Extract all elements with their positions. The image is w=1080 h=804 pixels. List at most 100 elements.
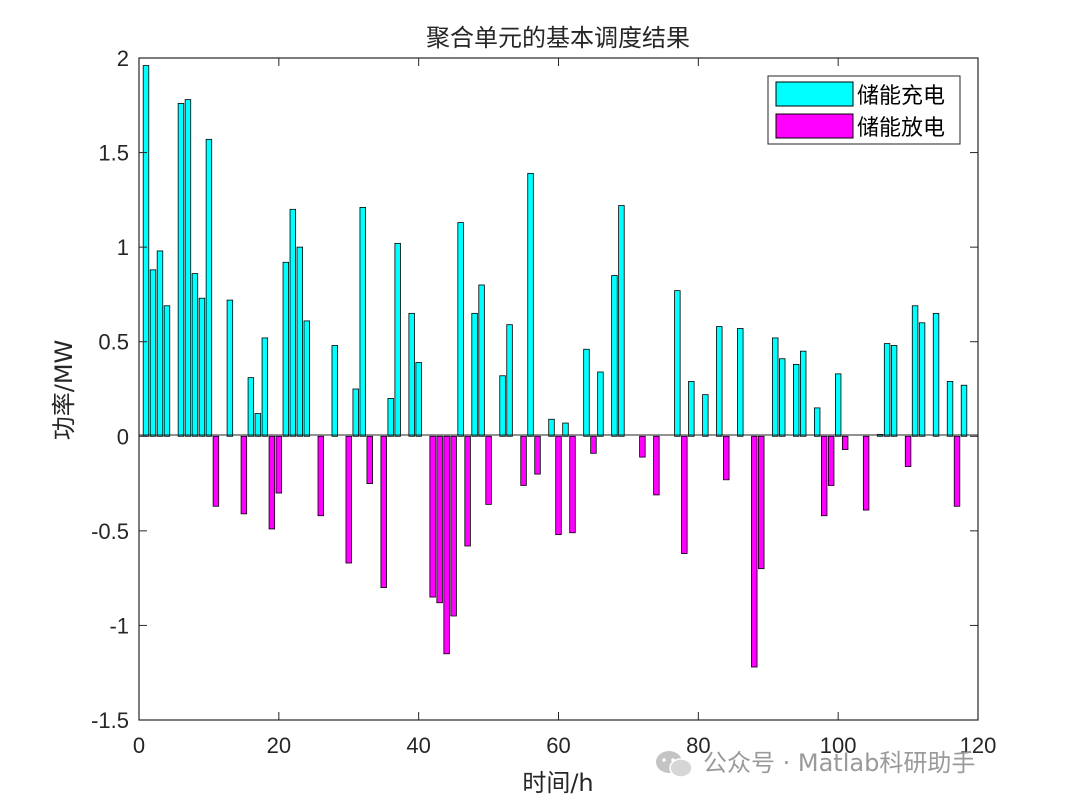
- charge-bar: [737, 328, 744, 437]
- charge-bar: [960, 384, 968, 437]
- discharge-bar: [443, 435, 450, 655]
- legend: 储能充电 储能放电: [767, 75, 961, 145]
- watermark-text: 公众号 · Matlab科研助手: [703, 749, 975, 777]
- y-tick-label: 0: [117, 424, 129, 449]
- discharge-bar: [450, 435, 457, 617]
- y-tick-label: 1: [117, 235, 129, 260]
- discharge-bar: [345, 435, 352, 564]
- charge-bar: [282, 261, 290, 437]
- charge-bar: [415, 362, 422, 437]
- discharge-bar: [653, 435, 660, 496]
- charge-bar: [408, 312, 415, 437]
- charge-bar: [247, 377, 255, 437]
- x-tick-label: 120: [960, 733, 997, 758]
- discharge-bar: [485, 435, 492, 505]
- discharge-bar: [429, 435, 436, 598]
- charge-bar: [890, 345, 898, 437]
- charge-bar: [303, 320, 310, 437]
- discharge-bar: [436, 435, 443, 604]
- discharge-bar: [681, 435, 688, 554]
- charge-bar: [611, 275, 618, 437]
- x-tick-label: 0: [133, 733, 145, 758]
- discharge-bar: [904, 435, 912, 467]
- charge-bar: [163, 305, 171, 437]
- charge-bar: [198, 297, 206, 437]
- chart-title: 聚合单元的基本调度结果: [426, 24, 690, 52]
- x-axis: 0 20 40 60 80 100 120: [133, 58, 996, 758]
- charge-bar: [177, 102, 185, 437]
- legend-label-discharge: 储能放电: [857, 116, 945, 141]
- x-tick-label: 40: [406, 733, 430, 758]
- charge-bar: [702, 394, 709, 437]
- discharge-bar: [841, 435, 849, 450]
- discharge-bar: [639, 435, 646, 458]
- x-tick-label: 80: [686, 733, 710, 758]
- y-axis: 2 1.5 1 0.5 0 -0.5 -1 -1.5: [91, 46, 978, 733]
- charge-bar: [716, 326, 723, 437]
- legend-swatch-discharge: [775, 113, 854, 139]
- charge-bar: [394, 242, 401, 437]
- x-tick-label: 20: [267, 733, 291, 758]
- discharge-bar: [862, 435, 870, 511]
- charge-bar: [359, 207, 366, 437]
- discharge-bar: [534, 435, 541, 475]
- charge-bar: [478, 284, 485, 437]
- wechat-icon: [656, 751, 693, 778]
- charge-bar: [562, 422, 569, 437]
- discharge-bar: [758, 435, 765, 570]
- charge-bar: [793, 364, 800, 437]
- charge-bar: [296, 246, 304, 437]
- charge-bar: [331, 345, 338, 437]
- discharge-bar: [520, 435, 527, 486]
- y-tick-label: -1: [109, 613, 129, 638]
- watermark: 公众号 · Matlab科研助手: [656, 749, 975, 778]
- charge-bar: [205, 138, 213, 437]
- charge-bar: [261, 337, 269, 437]
- y-tick-label: -0.5: [91, 519, 129, 544]
- charge-bar: [674, 290, 681, 437]
- discharge-bar: [366, 435, 373, 484]
- discharge-bar: [380, 435, 387, 589]
- charge-bar: [583, 348, 590, 437]
- x-tick-label: 60: [546, 733, 570, 758]
- charge-bar: [772, 337, 779, 437]
- discharge-bar: [569, 435, 576, 534]
- discharge-bar: [212, 435, 220, 507]
- charge-bar: [156, 250, 164, 437]
- discharge-bar: [240, 435, 248, 515]
- charge-bar: [814, 407, 821, 437]
- legend-swatch-charge: [775, 81, 854, 107]
- discharge-bar: [268, 435, 276, 530]
- discharge-bar: [751, 435, 758, 668]
- charge-bar: [946, 381, 954, 437]
- charge-bar: [149, 269, 157, 437]
- charge-bar: [289, 208, 297, 437]
- discharge-bar: [820, 435, 828, 517]
- x-tick-label: 100: [820, 733, 857, 758]
- discharge-bar: [590, 435, 597, 454]
- charge-bar: [499, 375, 506, 437]
- charge-bar: [506, 324, 513, 437]
- charge-bar: [800, 350, 807, 437]
- charge-bar: [352, 388, 359, 437]
- y-axis-label: 功率/MW: [50, 340, 78, 441]
- charge-bar: [548, 418, 555, 437]
- charge-bar: [527, 172, 534, 437]
- x-axis-label: 时间/h: [522, 769, 593, 797]
- y-tick-label: 1.5: [98, 141, 129, 166]
- charge-bar: [142, 65, 150, 437]
- charge-bar: [184, 99, 192, 437]
- y-tick-label: 2: [117, 46, 129, 71]
- charge-bar: [911, 305, 919, 437]
- charge-bar: [457, 222, 464, 437]
- bars-layer: [142, 65, 968, 668]
- charge-bar: [932, 312, 940, 437]
- discharge-bar: [464, 435, 471, 547]
- charge-bar: [597, 371, 604, 437]
- y-tick-label: 0.5: [98, 330, 129, 355]
- charge-bar: [254, 413, 262, 437]
- legend-label-charge: 储能充电: [857, 84, 945, 109]
- charge-bar: [779, 358, 786, 437]
- charge-bar: [226, 299, 234, 437]
- charge-bar: [191, 273, 199, 437]
